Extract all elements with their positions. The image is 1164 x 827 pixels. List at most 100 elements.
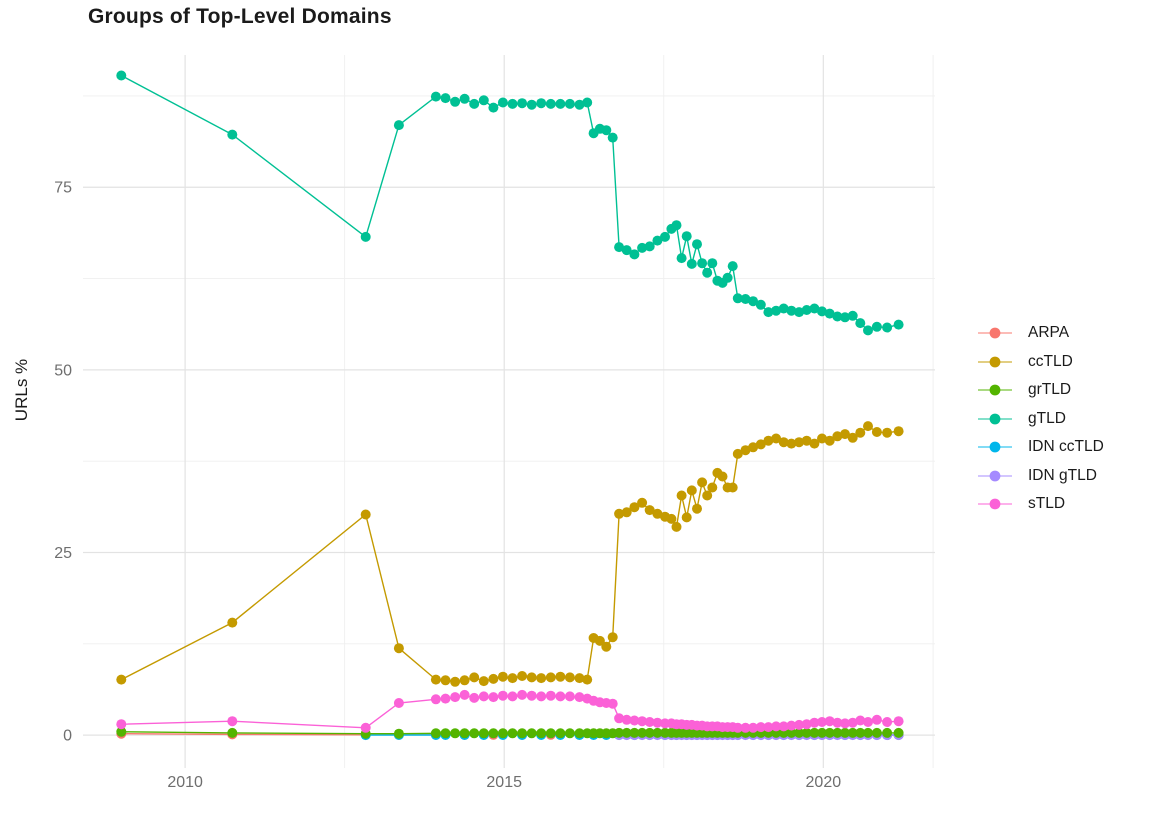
data-point-cctld: [786, 438, 797, 449]
data-point-grtld: [621, 727, 632, 738]
data-point-grtld: [652, 727, 663, 738]
data-point-cctld: [652, 508, 663, 519]
data-point-grtld: [430, 728, 441, 739]
data-point-grtld: [497, 728, 508, 739]
arpa-swatch-icon: [978, 327, 1012, 339]
idn-gtld-swatch-icon: [978, 470, 1012, 482]
data-point-grtld: [614, 727, 625, 738]
legend-label: grTLD: [1028, 381, 1072, 399]
data-point-stld: [621, 714, 632, 725]
data-point-stld: [882, 717, 893, 727]
legend-item-cctld: ccTLD: [977, 348, 1104, 377]
data-point-gtld: [450, 96, 461, 107]
data-point-grtld: [871, 727, 882, 738]
data-point-grtld: [440, 728, 451, 739]
data-point-gtld: [644, 241, 655, 252]
data-point-grtld: [809, 727, 820, 738]
data-point-stld: [574, 692, 585, 703]
data-point-gtld: [582, 97, 593, 108]
series-gtld: [116, 70, 904, 336]
data-point-gtld: [882, 322, 893, 333]
data-point-stld: [871, 714, 882, 725]
data-point-gtld: [574, 99, 585, 110]
data-point-stld: [564, 691, 575, 702]
legend-item-stld: sTLD: [977, 490, 1104, 519]
data-point-stld: [644, 717, 655, 727]
grtld-swatch-icon: [978, 384, 1012, 396]
data-point-stld: [488, 692, 499, 703]
data-point-stld: [809, 717, 820, 728]
data-point-cctld: [488, 673, 499, 684]
data-point-stld: [459, 689, 470, 700]
data-point-grtld: [507, 728, 518, 739]
data-point-cctld: [702, 490, 713, 501]
x-tick-label: 2020: [806, 774, 842, 791]
y-tick-label: 0: [63, 728, 72, 745]
data-point-grtld: [824, 727, 835, 738]
data-point-cctld: [621, 507, 632, 518]
data-point-grtld: [629, 727, 640, 738]
series-line-gtld: [120, 74, 899, 332]
data-point-grtld: [786, 727, 797, 738]
data-point-cctld: [440, 675, 451, 686]
data-point-gtld: [459, 93, 470, 104]
data-point-grtld: [526, 728, 537, 739]
data-point-gtld: [686, 258, 697, 269]
data-point-cctld: [564, 672, 575, 683]
data-point-cctld: [478, 676, 489, 687]
data-point-grtld: [847, 727, 858, 738]
data-point-cctld: [707, 482, 718, 493]
data-point-cctld: [637, 497, 648, 508]
data-point-grtld: [882, 727, 893, 738]
data-point-cctld: [594, 635, 605, 646]
data-point-gtld: [697, 258, 708, 269]
data-point-gtld: [555, 98, 566, 109]
data-point-stld: [555, 691, 566, 702]
legend-label: ARPA: [1028, 324, 1070, 342]
data-point-stld: [497, 690, 508, 701]
data-point-cctld: [393, 643, 404, 654]
data-point-gtld: [727, 261, 738, 272]
data-point-cctld: [497, 671, 508, 682]
data-point-gtld: [893, 319, 904, 330]
data-point-gtld: [660, 231, 670, 242]
data-point-stld: [893, 716, 904, 727]
data-point-cctld: [832, 431, 843, 442]
data-point-grtld: [116, 726, 127, 737]
data-point-cctld: [847, 432, 858, 443]
data-point-gtld: [801, 305, 812, 315]
y-tick-label: 50: [54, 362, 72, 379]
data-point-gtld: [778, 303, 789, 314]
data-point-gtld: [732, 293, 743, 304]
data-point-stld: [526, 690, 537, 701]
data-point-gtld: [478, 95, 489, 106]
legend-item-arpa: ARPA: [977, 319, 1104, 348]
data-point-gtld: [469, 98, 480, 109]
chart-title: Groups of Top-Level Domains: [88, 5, 392, 28]
data-point-stld: [607, 698, 618, 709]
data-point-stld: [469, 692, 480, 703]
data-point-cctld: [582, 674, 593, 685]
data-point-cctld: [692, 503, 702, 514]
data-point-gtld: [707, 258, 718, 269]
data-point-stld: [629, 715, 640, 726]
data-point-stld: [855, 715, 866, 726]
data-point-gtld: [116, 70, 127, 81]
data-point-stld: [778, 721, 789, 732]
data-point-cctld: [607, 632, 618, 643]
data-point-cctld: [517, 671, 528, 681]
data-point-gtld: [526, 99, 537, 110]
gtld-swatch-icon: [978, 413, 1012, 425]
data-point-stld: [536, 691, 547, 702]
legend-label: IDN gTLD: [1028, 466, 1097, 484]
data-point-cctld: [871, 427, 882, 437]
data-point-stld: [771, 721, 782, 732]
data-point-grtld: [644, 727, 655, 738]
legend-item-gtld: gTLD: [977, 405, 1104, 434]
data-point-gtld: [871, 321, 882, 332]
data-point-grtld: [459, 728, 470, 739]
data-point-gtld: [722, 272, 733, 283]
data-point-cctld: [817, 433, 827, 444]
data-point-grtld: [555, 728, 566, 739]
